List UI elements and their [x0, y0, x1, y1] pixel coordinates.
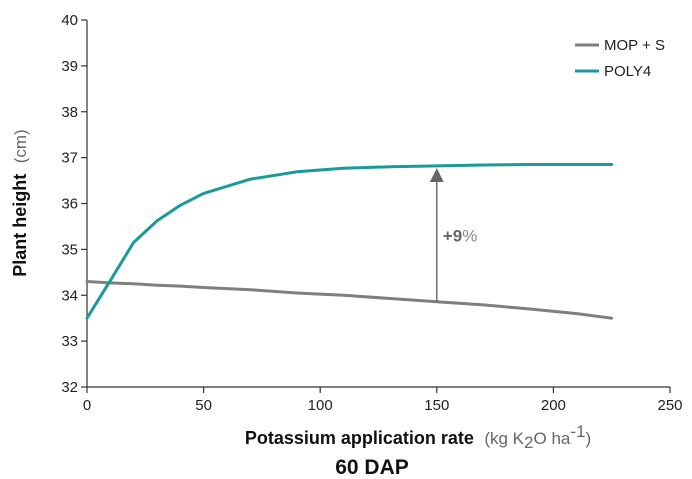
annotation-group: +9% — [429, 168, 478, 303]
x-axis-label-unit-mid: O ha — [534, 429, 571, 448]
y-tick-label: 40 — [61, 12, 78, 29]
increase-value: +9 — [443, 227, 462, 246]
y-axis-label-unit: (cm) — [11, 129, 30, 163]
x-tick-label: 250 — [657, 397, 682, 414]
x-tick-label: 100 — [308, 397, 333, 414]
y-axis-label-bold: Plant height — [10, 174, 30, 277]
x-tick-label: 150 — [424, 397, 449, 414]
increase-label: +9% — [443, 227, 478, 246]
legend: MOP + S POLY4 — [575, 37, 665, 80]
legend-label: POLY4 — [604, 63, 651, 80]
x-axis-label-bold: Potassium application rate — [245, 428, 474, 448]
y-ticks: 32 33 34 35 36 37 38 39 40 — [61, 12, 87, 396]
y-tick-label: 34 — [61, 287, 78, 304]
x-tick-label: 50 — [195, 397, 212, 414]
chart-title: 60 DAP — [335, 456, 409, 479]
x-tick-label: 200 — [541, 397, 566, 414]
series-group — [85, 163, 614, 320]
series-line-2 — [85, 163, 614, 320]
y-tick-label: 33 — [61, 333, 78, 350]
y-tick-label: 37 — [61, 150, 78, 167]
x-axis-label-unit-close: ) — [585, 429, 591, 448]
y-tick-label: 36 — [61, 196, 78, 213]
axes: 32 33 34 35 36 37 38 39 40 0 50 100 150 200 250 — [61, 12, 682, 414]
x-ticks: 0 50 100 150 200 250 — [83, 387, 683, 414]
x-axis-label-unit-open: (kg K — [484, 429, 524, 448]
x-tick-label: 0 — [83, 397, 91, 414]
x-axis-label-unit-sup: -1 — [570, 422, 585, 441]
y-tick-label: 38 — [61, 104, 78, 121]
y-tick-label: 39 — [61, 58, 78, 75]
x-axis-label-unit-sub: 2 — [524, 433, 533, 452]
y-axis-label: Plant height (cm) — [10, 129, 30, 276]
legend-label: MOP + S — [604, 37, 665, 54]
series-line-1 — [85, 280, 614, 320]
x-axis-label: Potassium application rate (kg K2O ha-1) — [245, 422, 591, 452]
y-tick-label: 35 — [61, 241, 78, 258]
y-tick-label: 32 — [61, 379, 78, 396]
increase-unit: % — [462, 227, 477, 246]
